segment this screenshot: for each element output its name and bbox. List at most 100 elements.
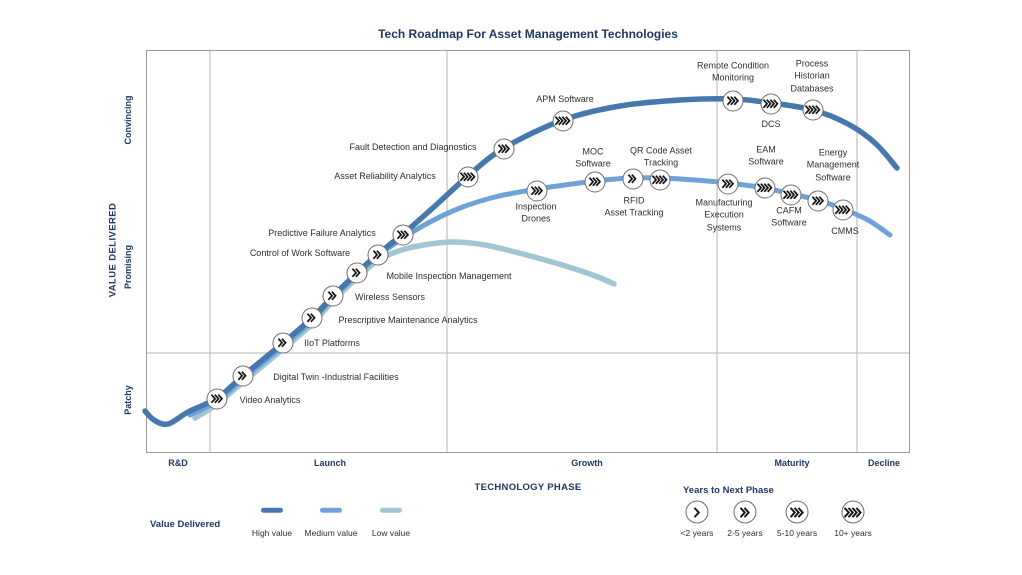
chevron-2-icon	[739, 506, 750, 518]
marker-asset-reliability-analytics	[457, 166, 479, 188]
label-mobile-inspection-management: Mobile Inspection Management	[386, 270, 512, 281]
chevron-4-icon	[554, 116, 571, 126]
chevron-3-icon	[811, 196, 824, 206]
marker-wireless-sensors	[322, 285, 344, 307]
chevron-3-icon	[497, 144, 510, 154]
marker-manufacturing-execution-systems	[717, 173, 739, 195]
marker-process-historian-databases	[802, 99, 824, 121]
curve-low-value	[192, 239, 617, 421]
x-axis-label: TECHNOLOGY PHASE	[474, 482, 582, 493]
x-phase-label-launch: Launch	[313, 458, 347, 468]
chevron-4-icon	[459, 172, 476, 182]
legend-value-label-medium-value: Medium value	[304, 528, 358, 538]
label-process-historian-databases: Process Historian Databases	[790, 58, 834, 94]
chevron-1-icon	[693, 506, 700, 518]
x-phase-label-r-d: R&D	[168, 458, 188, 468]
label-prescriptive-maintenance-analytics: Prescriptive Maintenance Analytics	[338, 314, 478, 325]
chevron-2-icon	[373, 250, 383, 260]
marker-apm-software	[552, 110, 574, 132]
chevron-3-icon	[789, 506, 804, 518]
marker-dcs	[760, 93, 782, 115]
label-digital-twin-industrial-facilities: Digital Twin -Industrial Facilities	[273, 371, 399, 382]
chevron-4-icon	[782, 190, 799, 200]
label-wireless-sensors: Wireless Sensors	[354, 291, 426, 302]
chevron-3-icon	[210, 394, 223, 404]
legend-value-swatch-high-value	[261, 507, 283, 513]
legend-years-label-2-years: <2 years	[680, 528, 714, 538]
legend-years-label-5-10-years: 5-10 years	[776, 528, 818, 538]
marker-iiot-platforms	[272, 332, 294, 354]
legend-years-marker-2-years	[685, 500, 709, 524]
label-cmms: CMMS	[831, 225, 859, 236]
label-fault-detection-and-diagnostics: Fault Detection and Diagnostics	[349, 141, 477, 152]
chart-title: Tech Roadmap For Asset Management Techno…	[378, 27, 678, 41]
chevron-3-icon	[396, 230, 409, 240]
legend-years-marker-5-10-years	[785, 500, 809, 524]
chevron-3-icon	[530, 186, 543, 196]
x-phase-label-decline: Decline	[867, 458, 901, 468]
chevron-2-icon	[238, 371, 248, 381]
legend-value-label-low-value: Low value	[371, 528, 411, 538]
legend-value-label-high-value: High value	[251, 528, 293, 538]
chevron-4-icon	[843, 506, 862, 518]
marker-moc-software	[584, 171, 606, 193]
marker-inspection-drones	[526, 180, 548, 202]
plot-frame	[146, 50, 910, 453]
label-apm-software: APM Software	[536, 93, 594, 104]
label-rfid-asset-tracking: RFID Asset Tracking	[604, 195, 664, 218]
marker-mobile-inspection-management	[346, 262, 368, 284]
marker-eam-software	[754, 177, 776, 199]
chevron-2-icon	[307, 313, 317, 323]
chevron-4-icon	[762, 99, 779, 109]
legend-years-label-10-years: 10+ years	[834, 528, 872, 538]
chevron-2-icon	[352, 268, 362, 278]
marker-energy-management-software	[807, 190, 829, 212]
chevron-2-icon	[328, 291, 338, 301]
marker-rfid-asset-tracking	[622, 168, 644, 190]
chevron-4-icon	[651, 175, 668, 185]
curve-high-value	[142, 96, 900, 428]
chevron-2-icon	[278, 338, 288, 348]
chevron-2-icon	[628, 174, 638, 184]
marker-cmms	[832, 199, 854, 221]
marker-qr-code-asset-tracking	[649, 169, 671, 191]
label-dcs: DCS	[761, 118, 781, 129]
legend-years-marker-10-years	[841, 500, 865, 524]
label-predictive-failure-analytics: Predictive Failure Analytics	[268, 227, 376, 238]
marker-prescriptive-maintenance-analytics	[301, 307, 323, 329]
label-iiot-platforms: IIoT Platforms	[304, 337, 360, 348]
label-manufacturing-execution-systems: Manufacturing Execution Systems	[695, 197, 753, 233]
legend-value-swatch-medium-value	[320, 507, 342, 513]
chevron-3-icon	[588, 177, 601, 187]
legend-years-title: Years to Next Phase	[683, 485, 774, 496]
chevron-4-icon	[834, 205, 851, 215]
legend-value-swatch-low-value	[380, 507, 402, 513]
chevron-4-icon	[756, 183, 773, 193]
label-asset-reliability-analytics: Asset Reliability Analytics	[334, 170, 436, 181]
legend-years-marker-2-5-years	[733, 500, 757, 524]
legend-value-title: Value Delivered	[150, 519, 221, 530]
marker-control-of-work-software	[367, 244, 389, 266]
chevron-4-icon	[804, 105, 821, 115]
marker-cafm-software	[780, 184, 802, 206]
marker-digital-twin-industrial-facilities	[232, 365, 254, 387]
label-cafm-software: CAFM Software	[771, 205, 807, 228]
label-video-analytics: Video Analytics	[239, 394, 301, 405]
marker-fault-detection-and-diagnostics	[493, 138, 515, 160]
marker-predictive-failure-analytics	[392, 224, 414, 246]
legend-years-label-2-5-years: 2-5 years	[727, 528, 763, 538]
marker-video-analytics	[206, 388, 228, 410]
label-inspection-drones: Inspection Drones	[515, 201, 557, 224]
marker-remote-condition-monitoring	[722, 90, 744, 112]
label-moc-software: MOC Software	[575, 146, 611, 169]
chevron-3-icon	[721, 179, 734, 189]
label-control-of-work-software: Control of Work Software	[249, 247, 351, 258]
label-energy-management-software: Energy Management Software	[806, 147, 860, 183]
x-phase-label-growth: Growth	[571, 458, 603, 468]
chevron-3-icon	[726, 96, 739, 106]
label-eam-software: EAM Software	[748, 144, 784, 167]
label-qr-code-asset-tracking: QR Code Asset Tracking	[629, 145, 693, 168]
label-remote-condition-monitoring: Remote Condition Monitoring	[696, 60, 770, 83]
